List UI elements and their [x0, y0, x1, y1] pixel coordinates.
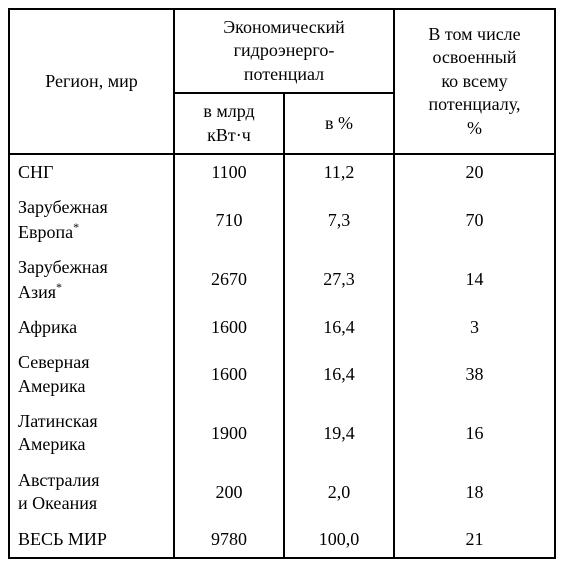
table-row: Африка160016,43 [9, 310, 555, 345]
cell-percent: 27,3 [284, 250, 394, 310]
cell-utilized: 3 [394, 310, 555, 345]
cell-percent: 19,4 [284, 404, 394, 463]
cell-percent: 2,0 [284, 463, 394, 522]
cell-billion: 710 [174, 190, 284, 250]
cell-billion: 200 [174, 463, 284, 522]
table-body: СНГ110011,220ЗарубежнаяЕвропа*7107,370За… [9, 154, 555, 558]
cell-percent: 16,4 [284, 345, 394, 404]
cell-billion: 2670 [174, 250, 284, 310]
cell-percent: 100,0 [284, 522, 394, 558]
cell-billion: 1900 [174, 404, 284, 463]
table-row: Австралияи Океания2002,018 [9, 463, 555, 522]
table-row: СНГ110011,220 [9, 154, 555, 190]
table-header: Регион, мир Экономическийгидроэнерго-пот… [9, 9, 555, 154]
table-row: СевернаяАмерика160016,438 [9, 345, 555, 404]
cell-percent: 11,2 [284, 154, 394, 190]
header-percent: в % [284, 93, 394, 154]
hydropower-table: Регион, мир Экономическийгидроэнерго-пот… [8, 8, 556, 559]
cell-region: ЗарубежнаяАзия* [9, 250, 174, 310]
cell-utilized: 18 [394, 463, 555, 522]
cell-utilized: 38 [394, 345, 555, 404]
cell-percent: 16,4 [284, 310, 394, 345]
cell-billion: 1600 [174, 345, 284, 404]
cell-region: СНГ [9, 154, 174, 190]
header-utilized: В том числеосвоенныйко всемупотенциалу,% [394, 9, 555, 154]
cell-billion: 1100 [174, 154, 284, 190]
table-row: ЗарубежнаяЕвропа*7107,370 [9, 190, 555, 250]
cell-utilized: 20 [394, 154, 555, 190]
cell-percent: 7,3 [284, 190, 394, 250]
table-row: ЗарубежнаяАзия*267027,314 [9, 250, 555, 310]
header-economic: Экономическийгидроэнерго-потенциал [174, 9, 394, 93]
cell-utilized: 14 [394, 250, 555, 310]
cell-utilized: 16 [394, 404, 555, 463]
header-region: Регион, мир [9, 9, 174, 154]
cell-billion: 9780 [174, 522, 284, 558]
table-row: ЛатинскаяАмерика190019,416 [9, 404, 555, 463]
cell-utilized: 21 [394, 522, 555, 558]
cell-utilized: 70 [394, 190, 555, 250]
cell-region: ВЕСЬ МИР [9, 522, 174, 558]
cell-region: СевернаяАмерика [9, 345, 174, 404]
cell-billion: 1600 [174, 310, 284, 345]
cell-region: ЗарубежнаяЕвропа* [9, 190, 174, 250]
table-row: ВЕСЬ МИР9780100,021 [9, 522, 555, 558]
cell-region: ЛатинскаяАмерика [9, 404, 174, 463]
header-billion: в млрдкВт·ч [174, 93, 284, 154]
cell-region: Австралияи Океания [9, 463, 174, 522]
cell-region: Африка [9, 310, 174, 345]
